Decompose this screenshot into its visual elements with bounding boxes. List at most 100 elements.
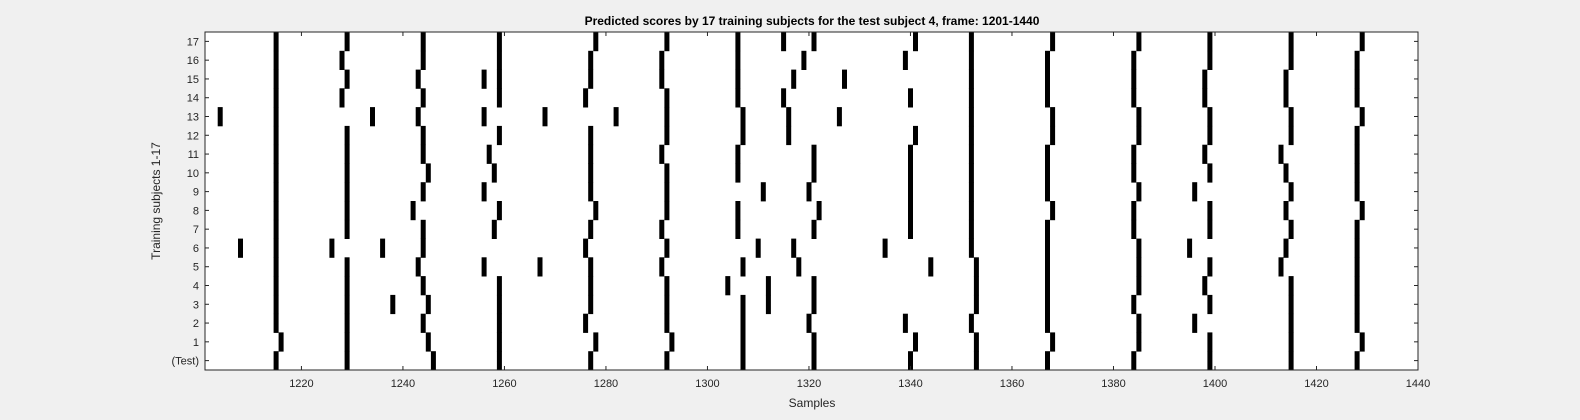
event-mark xyxy=(908,201,913,221)
event-mark xyxy=(593,332,599,352)
event-mark xyxy=(801,50,807,70)
event-mark xyxy=(760,182,766,202)
event-mark xyxy=(1131,219,1137,239)
event-mark xyxy=(588,69,594,89)
event-mark xyxy=(273,238,279,258)
event-mark xyxy=(1131,163,1137,183)
event-mark xyxy=(588,351,594,371)
y-tick-label: 9 xyxy=(193,187,199,199)
event-mark xyxy=(430,351,436,371)
event-mark xyxy=(420,144,426,164)
event-mark xyxy=(1207,294,1213,315)
event-mark xyxy=(968,182,974,202)
event-mark xyxy=(410,201,416,221)
event-mark xyxy=(791,238,797,258)
event-mark xyxy=(740,107,746,127)
event-mark xyxy=(1354,50,1360,70)
event-mark xyxy=(664,238,670,258)
event-mark xyxy=(481,69,487,89)
event-mark xyxy=(735,32,741,52)
y-tick-label: 12 xyxy=(187,130,199,142)
event-mark xyxy=(1354,88,1360,108)
event-mark xyxy=(968,163,974,183)
event-mark xyxy=(1045,238,1050,258)
axes-frame xyxy=(204,31,1419,371)
event-mark xyxy=(420,50,426,70)
event-mark xyxy=(238,238,243,258)
event-mark xyxy=(273,201,279,221)
event-mark xyxy=(796,257,802,277)
event-mark xyxy=(583,88,589,108)
event-mark xyxy=(588,276,594,296)
event-mark xyxy=(481,257,487,277)
event-mark xyxy=(273,163,279,183)
event-mark xyxy=(968,88,974,108)
event-mark xyxy=(1202,144,1208,164)
event-mark xyxy=(913,332,918,352)
event-mark xyxy=(664,88,670,108)
y-tick-label: 5 xyxy=(193,262,199,274)
event-mark xyxy=(968,32,974,52)
event-mark xyxy=(1359,201,1365,221)
event-mark xyxy=(664,201,670,221)
event-mark xyxy=(273,219,279,239)
event-mark xyxy=(1354,313,1360,333)
event-mark xyxy=(973,351,979,371)
event-mark xyxy=(1207,32,1213,52)
event-mark xyxy=(659,69,665,89)
event-mark xyxy=(811,219,817,239)
event-mark xyxy=(583,313,589,333)
event-mark xyxy=(1136,257,1142,277)
event-mark xyxy=(481,107,487,127)
event-mark xyxy=(344,313,350,333)
event-mark xyxy=(425,332,431,352)
event-mark xyxy=(1202,276,1208,296)
event-mark xyxy=(496,294,502,315)
event-mark xyxy=(913,125,918,146)
event-mark xyxy=(664,182,670,202)
event-mark xyxy=(496,276,502,296)
event-mark xyxy=(735,69,741,89)
event-mark xyxy=(1283,201,1289,221)
y-tick-label: 15 xyxy=(187,74,199,86)
event-mark xyxy=(968,201,974,221)
y-tick-label: 1 xyxy=(193,337,199,349)
x-tick-label: 1380 xyxy=(1101,378,1125,390)
event-mark xyxy=(968,313,974,333)
event-mark xyxy=(781,88,787,108)
event-mark xyxy=(664,107,670,127)
event-mark xyxy=(902,313,908,333)
event-mark xyxy=(344,69,350,89)
event-mark xyxy=(740,125,746,146)
event-mark xyxy=(496,69,502,89)
event-mark xyxy=(836,107,842,127)
event-marks xyxy=(217,32,1365,371)
event-mark xyxy=(420,238,426,258)
event-mark xyxy=(882,238,888,258)
event-mark xyxy=(588,294,594,315)
x-tick-label: 1220 xyxy=(289,378,313,390)
event-mark xyxy=(425,163,431,183)
event-mark xyxy=(588,163,594,183)
event-mark xyxy=(806,182,812,202)
event-mark xyxy=(481,182,487,202)
event-mark xyxy=(425,294,431,315)
event-mark xyxy=(420,125,426,146)
event-mark xyxy=(588,50,594,70)
event-mark xyxy=(669,332,675,352)
x-axis: 1220 1240 1260 1280 1300 1320 1340 1360 1380 1400… xyxy=(289,32,1430,390)
x-tick-label: 1360 xyxy=(1000,378,1024,390)
y-tick-label: 8 xyxy=(193,205,199,217)
event-mark xyxy=(1283,69,1289,89)
event-mark xyxy=(1050,107,1056,127)
event-mark xyxy=(735,88,741,108)
event-mark xyxy=(588,219,594,239)
event-mark xyxy=(968,50,974,70)
event-mark xyxy=(415,107,421,127)
event-mark xyxy=(344,257,350,277)
event-mark xyxy=(1136,32,1142,52)
event-mark xyxy=(496,351,502,371)
event-mark xyxy=(496,201,502,221)
event-mark xyxy=(816,201,822,221)
event-mark xyxy=(415,257,421,277)
